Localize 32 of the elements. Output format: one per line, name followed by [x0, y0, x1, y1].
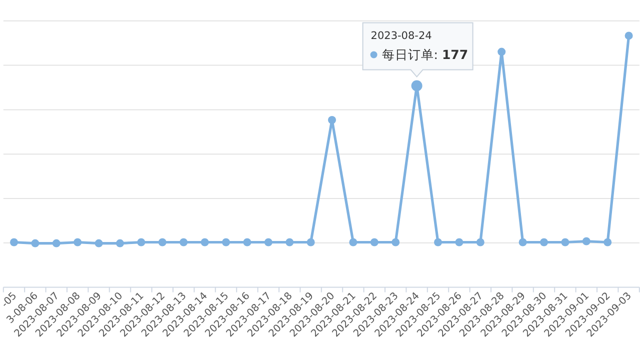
point	[328, 116, 336, 124]
annotation: 2023-08-24	[370, 30, 432, 42]
point	[498, 48, 506, 56]
point	[476, 238, 484, 246]
point	[222, 238, 230, 246]
point	[243, 238, 252, 246]
point	[286, 238, 294, 246]
point	[561, 238, 570, 246]
point	[200, 238, 209, 246]
point	[158, 238, 166, 246]
point	[349, 238, 358, 246]
point	[264, 238, 272, 246]
point	[74, 238, 82, 246]
point	[306, 238, 315, 246]
point	[137, 238, 146, 246]
point	[52, 239, 60, 248]
point	[370, 238, 378, 246]
point	[392, 238, 400, 246]
point	[624, 32, 633, 40]
point	[604, 238, 612, 246]
point	[31, 239, 40, 248]
point	[10, 238, 18, 246]
point	[518, 238, 527, 246]
tooltip: 2023-08-24 每日订单: 177	[362, 22, 474, 78]
point	[540, 238, 548, 246]
point	[116, 239, 124, 248]
point	[582, 237, 590, 246]
point	[180, 238, 188, 246]
annotation: 每日订单: 177	[382, 46, 468, 62]
point	[94, 239, 103, 248]
point	[434, 238, 442, 246]
point	[455, 238, 464, 246]
